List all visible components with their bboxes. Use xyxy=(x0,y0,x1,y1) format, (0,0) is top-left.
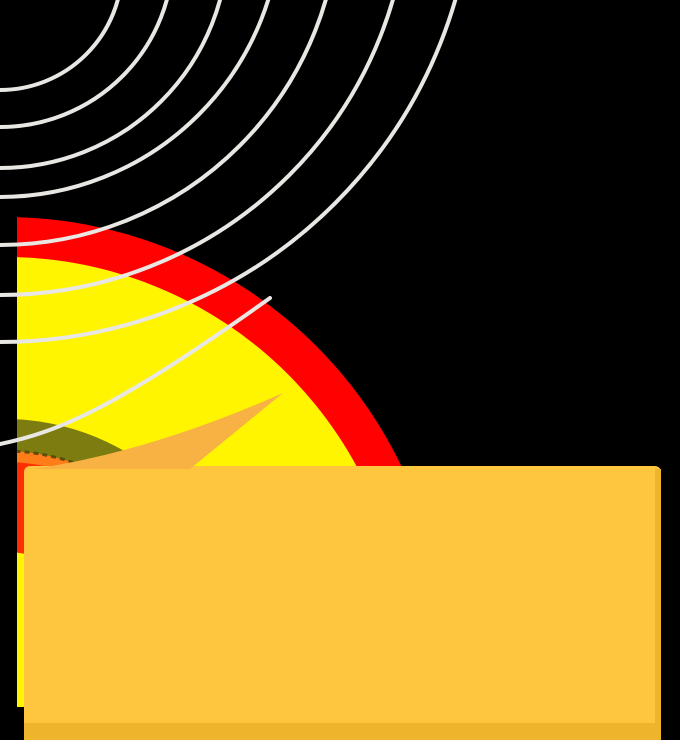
popup-box[interactable] xyxy=(24,466,661,740)
map-popup[interactable] xyxy=(24,393,661,740)
wavefront-rings-layer xyxy=(0,0,458,446)
popup-right-border xyxy=(655,469,661,740)
popup-bottom-band xyxy=(24,723,661,740)
wavefront-ring-refracted xyxy=(0,296,272,446)
popup-tail xyxy=(33,393,283,469)
